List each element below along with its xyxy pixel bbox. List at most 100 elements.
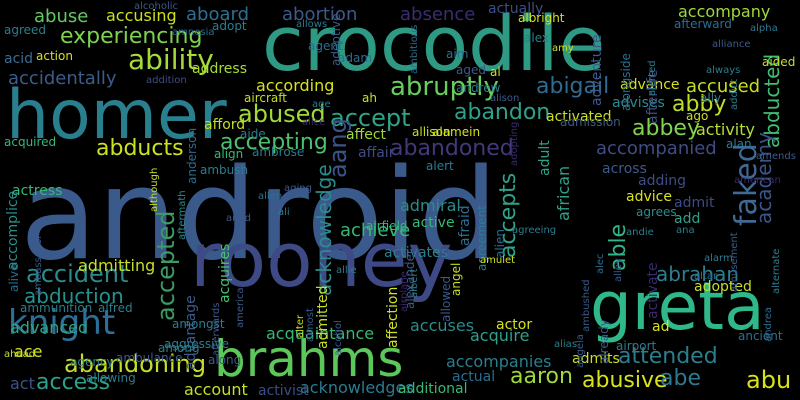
word-afraid: afraid (457, 205, 473, 247)
word-accusing: accusing (106, 6, 177, 25)
word-ally: ally (700, 91, 722, 105)
word-actual: actual (452, 369, 496, 385)
word-alien: alien (493, 228, 507, 258)
word-accompanied: accompanied (596, 138, 717, 159)
word-airport: airport (616, 339, 657, 353)
word-agreed: agreed (4, 23, 47, 37)
word-greta: greta (590, 268, 765, 345)
word-access: access (36, 370, 111, 395)
word-amulet: amulet (480, 255, 516, 266)
word-affair: affair (358, 145, 395, 161)
word-alcohol: alcohol (333, 320, 344, 356)
word-admiral: admiral (400, 196, 461, 215)
word-america: america (235, 287, 246, 328)
word-adopted: adopted (694, 279, 752, 295)
word-abruptly: abruptly (390, 72, 499, 102)
word-add: add (674, 211, 701, 227)
word-already: already (597, 319, 611, 365)
word-actually: actually (488, 1, 544, 17)
word-ambitious: ambitious (409, 24, 420, 74)
word-agreeing: agreeing (512, 225, 557, 236)
word-alec: alec (595, 253, 606, 274)
word-according: according (256, 76, 335, 95)
word-aged: aged (456, 63, 486, 77)
word-adventure: adventure (589, 33, 605, 106)
word-adopt: adopt (212, 19, 247, 33)
word-al: al (490, 65, 501, 79)
word-abandon: abandon (454, 100, 551, 125)
word-knight: knight (8, 303, 116, 343)
word-albert: albert (409, 268, 420, 298)
word-ali: ali (278, 207, 290, 218)
word-abby: abby (672, 92, 727, 117)
word-afford: afford (204, 117, 246, 133)
word-allows: allows (296, 19, 328, 30)
word-accept: accept (330, 104, 411, 132)
word-aboard: aboard (186, 4, 250, 25)
word-alliance: alliance (712, 39, 751, 50)
word-affection: affection (385, 286, 401, 348)
word-ability: ability (128, 43, 214, 76)
word-ambushed: ambushed (581, 279, 592, 332)
word-aim: aim (446, 47, 469, 61)
word-admitted: admitted (315, 285, 331, 350)
word-actor: actor (496, 317, 533, 333)
word-ambulance: ambulance (116, 351, 183, 365)
word-alison: alison (490, 93, 520, 104)
word-accepted: accepted (152, 210, 180, 322)
word-accompanies: accompanies (446, 352, 552, 371)
word-additional: additional (398, 381, 468, 397)
word-amends: amends (756, 151, 796, 162)
word-ah: ah (362, 91, 377, 105)
word-almost: almost (305, 308, 316, 342)
word-among: among (158, 341, 200, 355)
word-acquires: acquires (217, 243, 233, 304)
word-accident: accident (26, 260, 129, 288)
word-abrahan: abrahan (656, 262, 740, 286)
word-alarm: alarm (704, 253, 733, 264)
word-addition: addition (146, 75, 187, 86)
word-always: always (706, 65, 741, 76)
word-albright: albright (518, 11, 565, 25)
word-adopting: adopting (509, 121, 520, 166)
word-alerted: alerted (647, 60, 658, 96)
word-although: although (149, 167, 160, 212)
word-allowing: allowing (86, 371, 136, 385)
word-experiencing: experiencing (60, 24, 203, 49)
word-activated: activated (546, 109, 612, 125)
word-address: address (192, 61, 248, 77)
word-african: african (554, 165, 573, 222)
word-activate: activate (645, 262, 661, 320)
word-act: act (10, 374, 35, 393)
word-abandoned: abandoned (390, 136, 514, 161)
word-agency: agency (70, 355, 114, 369)
word-activity: activity (696, 120, 755, 139)
word-abused: abused (238, 100, 326, 128)
word-acid: acid (4, 51, 34, 67)
word-brahms: brahms (214, 330, 404, 388)
word-afterwards: afterwards (211, 302, 222, 356)
word-agrees: agrees (636, 205, 677, 219)
word-andie: andie (626, 227, 654, 238)
word-aided: aided (762, 55, 796, 69)
word-aggressive: aggressive (164, 337, 229, 351)
word-ahead: ahead (4, 349, 36, 360)
word-advanced: advanced (10, 318, 89, 337)
word-ago: ago (686, 109, 709, 123)
word-ambrose: ambrose (252, 145, 305, 159)
word-acknowledges: acknowledges (300, 378, 414, 397)
word-alias: alias (554, 339, 578, 350)
word-abu: abu (746, 366, 792, 394)
word-accepting: accepting (220, 130, 328, 155)
word-accomplice: accomplice (5, 190, 21, 270)
word-affect: affect (346, 127, 387, 143)
word-ambush: ambush (200, 163, 249, 177)
word-aftermath: aftermath (177, 190, 188, 240)
word-ace: ace (14, 342, 43, 361)
word-abuse: abuse (34, 6, 89, 27)
word-aging: aging (284, 183, 312, 194)
word-alfred: alfred (98, 301, 133, 315)
word-abandoning: abandoning (64, 350, 207, 378)
word-airfield: airfield (366, 219, 408, 233)
